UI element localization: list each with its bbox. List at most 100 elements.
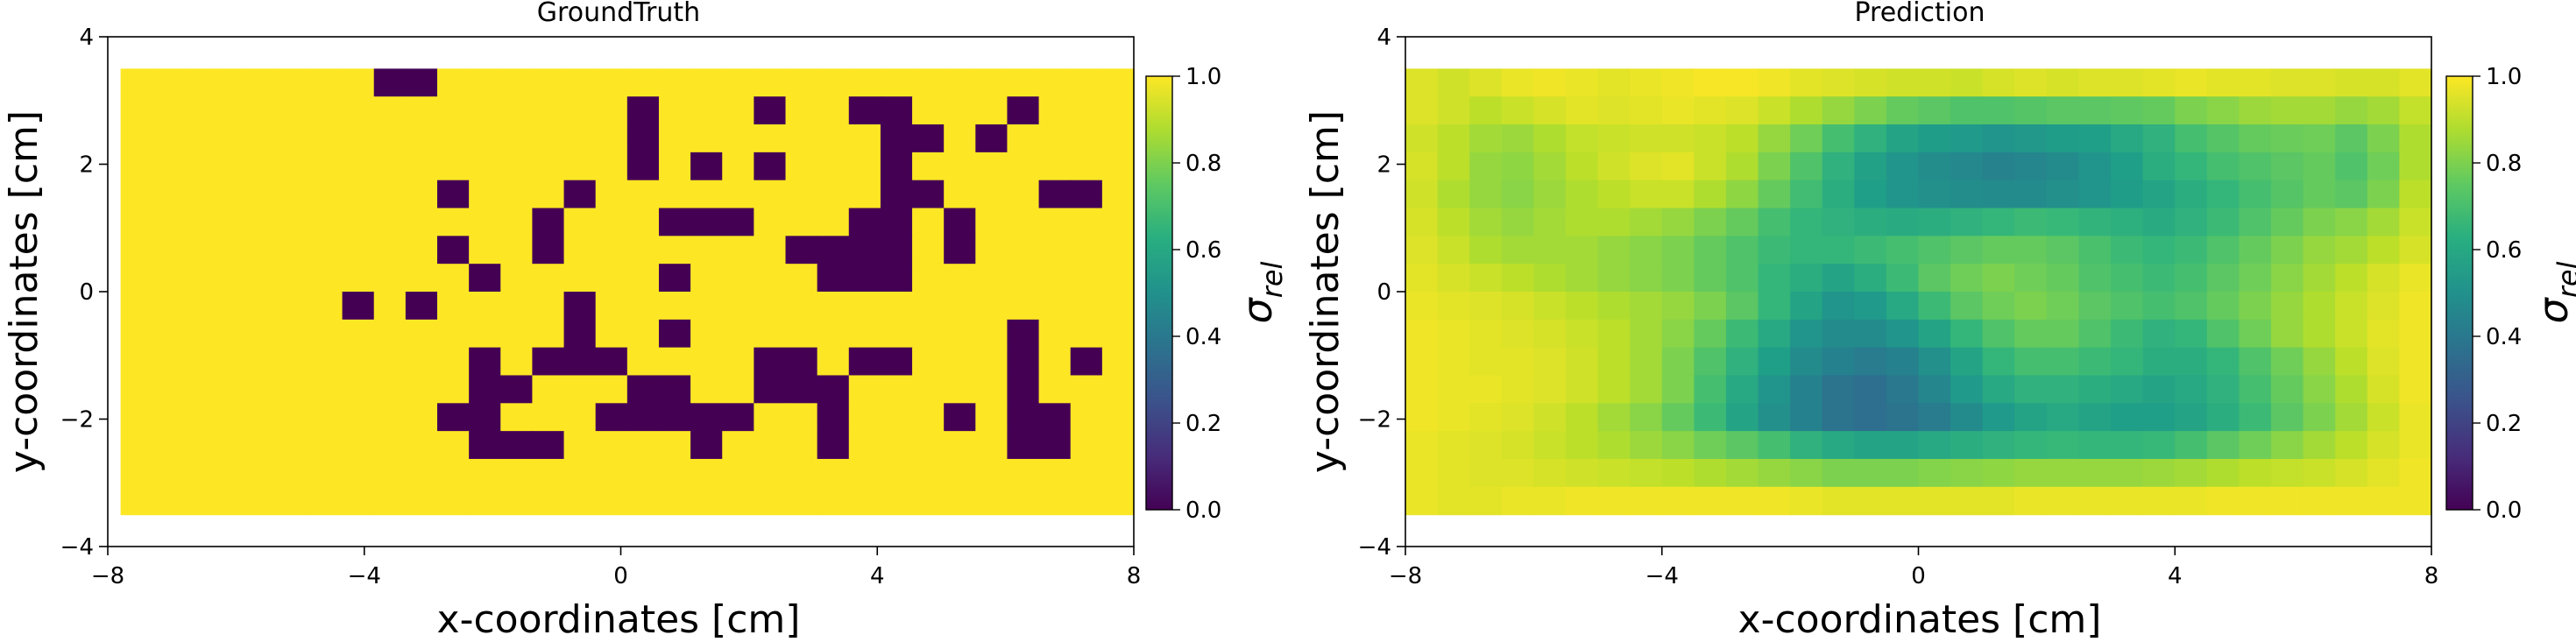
heatmap-cell: [1630, 347, 1663, 377]
heatmap-cell: [2399, 347, 2432, 377]
heatmap-cell: [1725, 236, 1759, 265]
heatmap-cell: [1007, 431, 1040, 460]
heatmap-cell: [1501, 208, 1534, 236]
heatmap-cell: [1982, 96, 2015, 125]
heatmap-cell: [1597, 68, 1631, 97]
heatmap-cell: [2206, 347, 2240, 377]
heatmap-cell: [469, 347, 501, 377]
heatmap-cell: [2271, 292, 2304, 321]
heatmap-cell: [469, 124, 501, 153]
heatmap-cell: [1597, 403, 1631, 432]
heatmap-cell: [1533, 208, 1567, 236]
heatmap-cell: [152, 68, 185, 97]
heatmap-cell: [120, 486, 153, 516]
heatmap-cell: [1070, 96, 1103, 125]
heatmap-cell: [2206, 319, 2240, 349]
heatmap-cell: [2303, 152, 2336, 181]
heatmap-cell: [722, 152, 754, 181]
heatmap-cell: [1469, 458, 1503, 488]
heatmap-cell: [1007, 208, 1040, 236]
heatmap-cell: [183, 403, 216, 432]
heatmap-cell: [152, 180, 185, 209]
heatmap-cell: [722, 319, 754, 349]
heatmap-cell: [1101, 264, 1135, 293]
heatmap-cell: [373, 180, 407, 209]
heatmap-cell: [2078, 68, 2112, 97]
heatmap-cell: [690, 180, 723, 209]
heatmap-cell: [120, 236, 153, 265]
heatmap-cell: [1854, 96, 1887, 125]
heatmap-cell: [1822, 208, 1855, 236]
heatmap-cell: [373, 124, 407, 153]
heatmap-cell: [1725, 124, 1759, 153]
heatmap-cell: [1886, 208, 1920, 236]
heatmap-cell: [1501, 124, 1534, 153]
heatmap-cell: [120, 375, 153, 404]
heatmap-cell: [912, 68, 945, 97]
heatmap-cell: [817, 236, 850, 265]
heatmap-cell: [848, 180, 881, 209]
heatmap-cell: [2367, 403, 2400, 432]
heatmap-cell: [1725, 347, 1759, 377]
heatmap-cell: [2046, 180, 2080, 209]
heatmap-cell: [2111, 208, 2144, 236]
heatmap-cell: [183, 292, 216, 321]
heatmap-cell: [1950, 152, 1984, 181]
heatmap-cell: [1886, 96, 1920, 125]
heatmap-cell: [817, 264, 850, 293]
heatmap-cell: [1101, 375, 1135, 404]
heatmap-cell: [247, 208, 280, 236]
heatmap-cell: [2271, 264, 2304, 293]
heatmap-cell: [2078, 264, 2112, 293]
heatmap-cell: [469, 403, 501, 432]
heatmap-cell: [1533, 152, 1567, 181]
x-tick-label: 0: [613, 563, 628, 589]
heatmap-cell: [658, 152, 691, 181]
heatmap-cell: [1007, 319, 1040, 349]
heatmap-cell: [975, 292, 1008, 321]
heatmap-cell: [595, 319, 628, 349]
heatmap-cell: [975, 68, 1008, 97]
heatmap-cell: [2175, 431, 2208, 460]
heatmap-cell: [880, 124, 913, 153]
heatmap-cell: [1918, 375, 1951, 404]
heatmap-cell: [2142, 403, 2176, 432]
heatmap-cell: [247, 458, 280, 488]
heatmap-cell: [2014, 236, 2048, 265]
heatmap-cell: [754, 152, 787, 181]
heatmap-cell: [1469, 486, 1503, 516]
heatmap-cell: [880, 319, 913, 349]
heatmap-cell: [1101, 68, 1135, 97]
colorbar-tick-label: 0.6: [1185, 237, 1221, 264]
heatmap-cell: [310, 68, 343, 97]
heatmap-cell: [2335, 96, 2368, 125]
heatmap-cell: [1469, 152, 1503, 181]
heatmap-cell: [1101, 486, 1135, 516]
heatmap-cell: [1886, 403, 1920, 432]
heatmap-cell: [1533, 319, 1567, 349]
heatmap-cell: [2046, 319, 2080, 349]
heatmap-cell: [152, 319, 185, 349]
heatmap-cell: [2046, 458, 2080, 488]
heatmap-cell: [310, 236, 343, 265]
heatmap-cell: [1822, 375, 1855, 404]
heatmap-cell: [2142, 236, 2176, 265]
heatmap-cell: [2239, 96, 2272, 125]
heatmap-cell: [1758, 403, 1791, 432]
heatmap-cell: [912, 152, 945, 181]
heatmap-cell: [373, 208, 407, 236]
heatmap-cell: [2239, 375, 2272, 404]
heatmap-cell: [975, 486, 1008, 516]
heatmap-cell: [2078, 208, 2112, 236]
heatmap-cell: [437, 208, 470, 236]
heatmap-cell: [1918, 319, 1951, 349]
heatmap-cell: [563, 96, 597, 125]
heatmap-cell: [658, 347, 691, 377]
heatmap-cell: [2111, 486, 2144, 516]
heatmap-cell: [1070, 68, 1103, 97]
heatmap-cell: [880, 208, 913, 236]
heatmap-cell: [595, 486, 628, 516]
heatmap-cell: [2239, 403, 2272, 432]
